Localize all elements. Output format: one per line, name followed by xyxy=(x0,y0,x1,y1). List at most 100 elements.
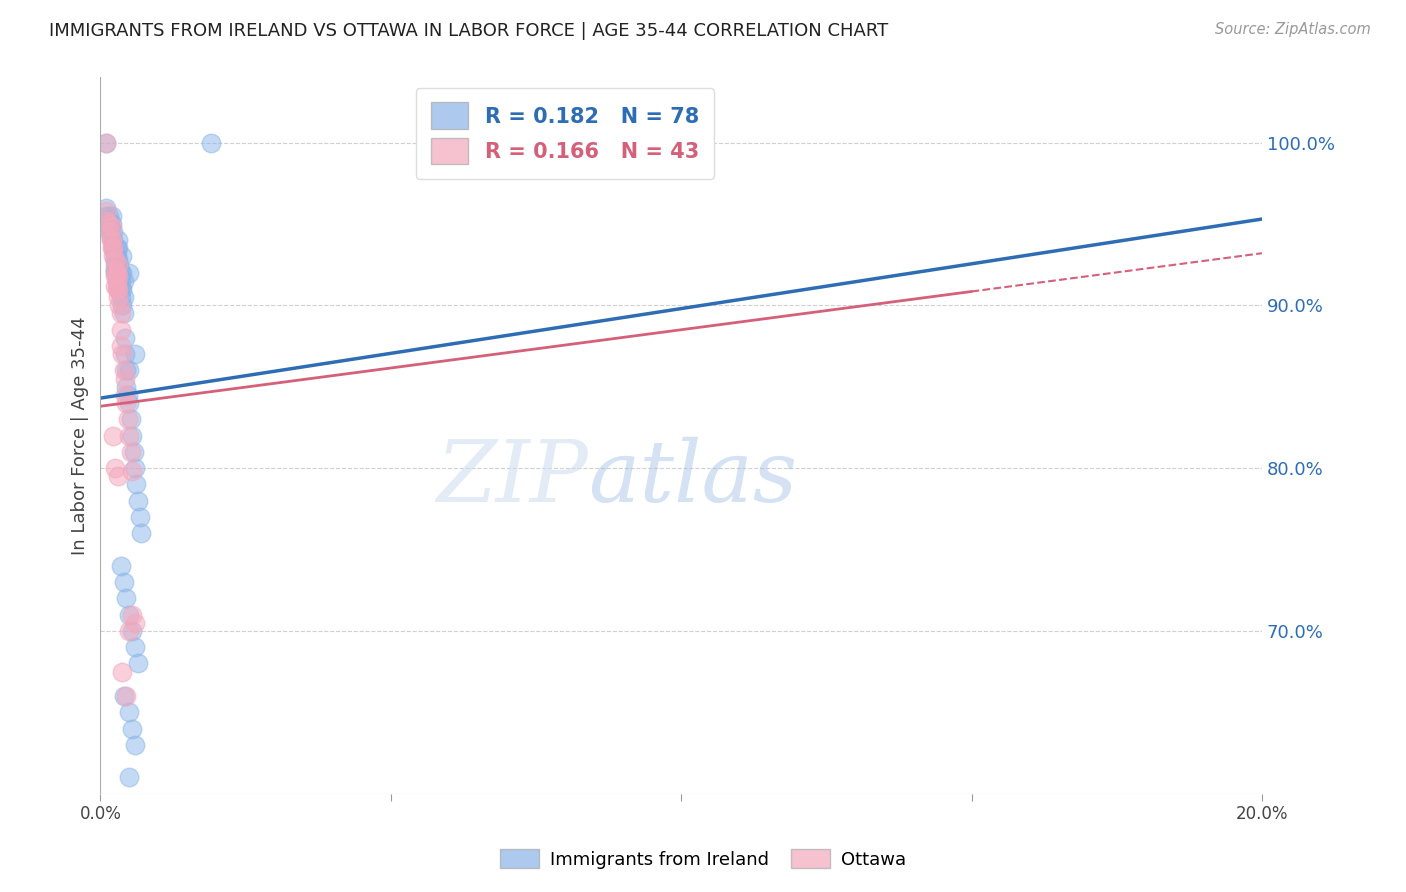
Ottawa xyxy=(108,298,131,312)
Immigrants from Ireland xyxy=(112,575,135,590)
Ottawa xyxy=(114,388,136,402)
Immigrants from Ireland xyxy=(105,258,128,272)
Immigrants from Ireland xyxy=(107,262,129,277)
Immigrants from Ireland xyxy=(111,266,134,280)
Immigrants from Ireland xyxy=(128,510,150,524)
Immigrants from Ireland xyxy=(112,306,135,320)
Ottawa xyxy=(104,461,127,475)
Ottawa xyxy=(101,428,124,442)
Immigrants from Ireland xyxy=(124,461,146,475)
Immigrants from Ireland xyxy=(98,213,121,227)
Immigrants from Ireland xyxy=(96,209,118,223)
Immigrants from Ireland xyxy=(121,624,143,638)
Immigrants from Ireland xyxy=(124,640,146,655)
Immigrants from Ireland xyxy=(105,241,128,255)
Immigrants from Ireland xyxy=(114,347,136,361)
Ottawa xyxy=(118,428,141,442)
Immigrants from Ireland xyxy=(101,236,124,251)
Immigrants from Ireland xyxy=(104,262,127,277)
Immigrants from Ireland xyxy=(108,274,131,288)
Immigrants from Ireland xyxy=(105,250,128,264)
Immigrants from Ireland xyxy=(108,266,131,280)
Immigrants from Ireland xyxy=(105,266,128,280)
Immigrants from Ireland xyxy=(107,268,129,283)
Ottawa xyxy=(112,363,135,377)
Immigrants from Ireland xyxy=(115,591,138,606)
Ottawa xyxy=(111,665,134,679)
Ottawa xyxy=(111,347,134,361)
Ottawa xyxy=(107,258,129,272)
Ottawa xyxy=(110,339,132,353)
Ottawa xyxy=(101,241,124,255)
Ottawa xyxy=(107,290,129,304)
Immigrants from Ireland xyxy=(107,241,129,255)
Immigrants from Ireland xyxy=(96,136,118,150)
Ottawa xyxy=(105,266,128,280)
Ottawa xyxy=(121,464,143,478)
Ottawa xyxy=(98,217,121,231)
Immigrants from Ireland xyxy=(124,347,146,361)
Immigrants from Ireland xyxy=(101,209,124,223)
Immigrants from Ireland xyxy=(111,282,134,296)
Immigrants from Ireland xyxy=(118,363,141,377)
Immigrants from Ireland xyxy=(118,266,141,280)
Ottawa xyxy=(104,262,127,277)
Immigrants from Ireland xyxy=(96,220,118,235)
Immigrants from Ireland xyxy=(101,217,124,231)
Immigrants from Ireland xyxy=(118,396,141,410)
Immigrants from Ireland xyxy=(101,233,124,247)
Text: Source: ZipAtlas.com: Source: ZipAtlas.com xyxy=(1215,22,1371,37)
Ottawa xyxy=(100,233,122,247)
Immigrants from Ireland xyxy=(110,266,132,280)
Immigrants from Ireland xyxy=(104,246,127,260)
Immigrants from Ireland xyxy=(118,706,141,720)
Immigrants from Ireland xyxy=(127,493,149,508)
Immigrants from Ireland xyxy=(115,363,138,377)
Ottawa xyxy=(120,445,142,459)
Immigrants from Ireland xyxy=(96,201,118,215)
Ottawa xyxy=(105,282,128,296)
Immigrants from Ireland xyxy=(120,412,142,426)
Immigrants from Ireland xyxy=(98,209,121,223)
Ottawa xyxy=(104,278,127,293)
Text: atlas: atlas xyxy=(588,437,797,520)
Ottawa xyxy=(104,252,127,267)
Ottawa xyxy=(107,282,129,296)
Immigrants from Ireland xyxy=(118,771,141,785)
Y-axis label: In Labor Force | Age 35-44: In Labor Force | Age 35-44 xyxy=(72,317,89,555)
Legend: Immigrants from Ireland, Ottawa: Immigrants from Ireland, Ottawa xyxy=(492,842,914,876)
Ottawa xyxy=(96,203,118,218)
Immigrants from Ireland xyxy=(108,258,131,272)
Ottawa xyxy=(118,624,141,638)
Immigrants from Ireland xyxy=(115,380,138,394)
Immigrants from Ireland xyxy=(105,274,128,288)
Immigrants from Ireland xyxy=(104,250,127,264)
Ottawa xyxy=(105,274,128,288)
Ottawa xyxy=(110,323,132,337)
Ottawa xyxy=(107,469,129,483)
Immigrants from Ireland xyxy=(118,607,141,622)
Immigrants from Ireland xyxy=(110,290,132,304)
Immigrants from Ireland xyxy=(200,136,222,150)
Immigrants from Ireland xyxy=(100,230,122,244)
Ottawa xyxy=(101,220,124,235)
Text: IMMIGRANTS FROM IRELAND VS OTTAWA IN LABOR FORCE | AGE 35-44 CORRELATION CHART: IMMIGRANTS FROM IRELAND VS OTTAWA IN LAB… xyxy=(49,22,889,40)
Immigrants from Ireland xyxy=(110,558,132,573)
Ottawa xyxy=(117,412,139,426)
Immigrants from Ireland xyxy=(98,217,121,231)
Immigrants from Ireland xyxy=(121,428,143,442)
Ottawa xyxy=(96,213,118,227)
Ottawa xyxy=(107,268,129,283)
Ottawa xyxy=(98,225,121,239)
Ottawa xyxy=(96,136,118,150)
Immigrants from Ireland xyxy=(122,445,145,459)
Legend: R = 0.182   N = 78, R = 0.166   N = 43: R = 0.182 N = 78, R = 0.166 N = 43 xyxy=(416,87,714,179)
Immigrants from Ireland xyxy=(107,233,129,247)
Ottawa xyxy=(115,689,138,703)
Ottawa xyxy=(114,371,136,385)
Immigrants from Ireland xyxy=(125,477,148,491)
Immigrants from Ireland xyxy=(101,241,124,255)
Immigrants from Ireland xyxy=(96,217,118,231)
Immigrants from Ireland xyxy=(121,722,143,736)
Immigrants from Ireland xyxy=(112,689,135,703)
